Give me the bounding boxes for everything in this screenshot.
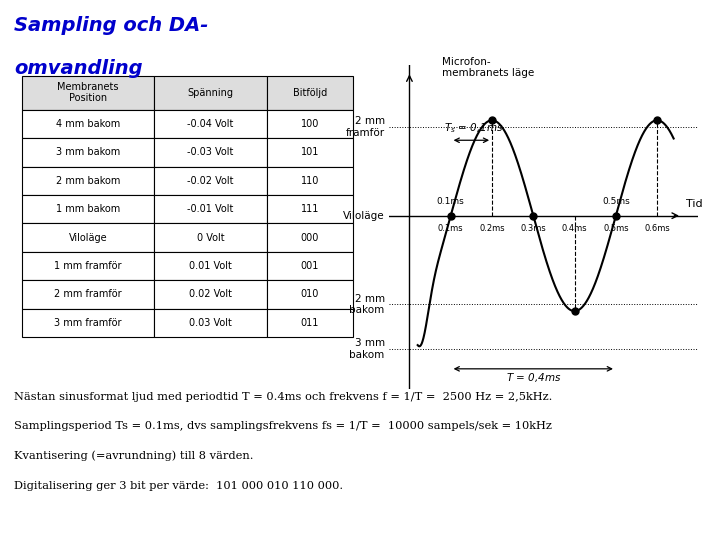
- Text: 0.03 Volt: 0.03 Volt: [189, 318, 232, 328]
- Bar: [22, 280, 154, 309]
- Bar: [266, 138, 353, 166]
- Text: 2 mm
bakom: 2 mm bakom: [349, 294, 384, 315]
- Text: Samplingsperiod Ts = 0.1ms, dvs samplingsfrekvens fs = 1/T =  10000 sampels/sek : Samplingsperiod Ts = 0.1ms, dvs sampling…: [14, 421, 552, 431]
- Bar: [266, 280, 353, 309]
- Text: 0.1ms: 0.1ms: [437, 197, 464, 206]
- Text: 111: 111: [300, 204, 319, 214]
- Bar: [266, 166, 353, 195]
- Text: Membranets
Position: Membranets Position: [57, 82, 119, 104]
- Text: 0 Volt: 0 Volt: [197, 233, 224, 242]
- Text: 1 mm framför: 1 mm framför: [54, 261, 122, 271]
- Text: -0.04 Volt: -0.04 Volt: [187, 119, 233, 129]
- Text: 2 mm
framför: 2 mm framför: [346, 116, 384, 138]
- Text: 3 mm framför: 3 mm framför: [54, 318, 122, 328]
- Bar: [22, 138, 154, 166]
- Text: $T_s$ = 0,1ms: $T_s$ = 0,1ms: [444, 121, 503, 135]
- Text: 0.2ms: 0.2ms: [480, 224, 505, 233]
- Bar: [266, 309, 353, 337]
- Text: Tid: Tid: [686, 199, 703, 209]
- Bar: [154, 76, 266, 110]
- Text: 0.4ms: 0.4ms: [562, 224, 588, 233]
- Bar: [22, 166, 154, 195]
- Text: 011: 011: [300, 318, 319, 328]
- Bar: [22, 252, 154, 280]
- Bar: [22, 110, 154, 138]
- Text: 0.3ms: 0.3ms: [521, 224, 546, 233]
- Text: 100: 100: [300, 119, 319, 129]
- Text: Digitalisering ger 3 bit per värde:  101 000 010 110 000.: Digitalisering ger 3 bit per värde: 101 …: [14, 481, 343, 491]
- Text: 000: 000: [300, 233, 319, 242]
- Text: Nästan sinusformat ljud med periodtid T = 0.4ms och frekvens f = 1/T =  2500 Hz : Nästan sinusformat ljud med periodtid T …: [14, 392, 553, 402]
- Text: Kvantisering (=avrundning) till 8 värden.: Kvantisering (=avrundning) till 8 värden…: [14, 451, 254, 462]
- Bar: [22, 195, 154, 224]
- Bar: [266, 110, 353, 138]
- Bar: [154, 309, 266, 337]
- Text: 0.01 Volt: 0.01 Volt: [189, 261, 232, 271]
- Bar: [154, 166, 266, 195]
- Text: 101: 101: [300, 147, 319, 157]
- Bar: [154, 195, 266, 224]
- Text: 4 mm bakom: 4 mm bakom: [55, 119, 120, 129]
- Bar: [154, 138, 266, 166]
- Bar: [154, 252, 266, 280]
- Text: 3 mm bakom: 3 mm bakom: [55, 147, 120, 157]
- Text: -0.02 Volt: -0.02 Volt: [187, 176, 233, 186]
- Text: $T$ = 0,4ms: $T$ = 0,4ms: [505, 371, 561, 384]
- Text: Microfon-
membranets läge: Microfon- membranets läge: [443, 57, 535, 78]
- Text: -0.01 Volt: -0.01 Volt: [187, 204, 233, 214]
- Text: Sampling och DA-: Sampling och DA-: [14, 16, 209, 35]
- Bar: [266, 195, 353, 224]
- Text: Viloläge: Viloläge: [343, 211, 384, 221]
- Text: 1 mm bakom: 1 mm bakom: [55, 204, 120, 214]
- Text: omvandling: omvandling: [14, 59, 143, 78]
- Text: Bitföljd: Bitföljd: [292, 87, 327, 98]
- Bar: [22, 309, 154, 337]
- Text: 010: 010: [300, 289, 319, 300]
- Text: 0.6ms: 0.6ms: [644, 224, 670, 233]
- Text: 110: 110: [300, 176, 319, 186]
- Bar: [266, 76, 353, 110]
- Bar: [154, 110, 266, 138]
- Text: 0.1ms: 0.1ms: [438, 224, 464, 233]
- Text: 2 mm bakom: 2 mm bakom: [55, 176, 120, 186]
- Text: 0.5ms: 0.5ms: [602, 197, 630, 206]
- Bar: [266, 252, 353, 280]
- Text: Spänning: Spänning: [187, 87, 233, 98]
- Bar: [154, 280, 266, 309]
- Bar: [22, 224, 154, 252]
- Text: 001: 001: [300, 261, 319, 271]
- Bar: [154, 224, 266, 252]
- Text: 0.02 Volt: 0.02 Volt: [189, 289, 232, 300]
- Text: 2 mm framför: 2 mm framför: [54, 289, 122, 300]
- Text: 3 mm
bakom: 3 mm bakom: [349, 338, 384, 360]
- Bar: [22, 76, 154, 110]
- Text: 0.5ms: 0.5ms: [603, 224, 629, 233]
- Text: -0.03 Volt: -0.03 Volt: [187, 147, 233, 157]
- Bar: [266, 224, 353, 252]
- Text: Viloläge: Viloläge: [68, 233, 107, 242]
